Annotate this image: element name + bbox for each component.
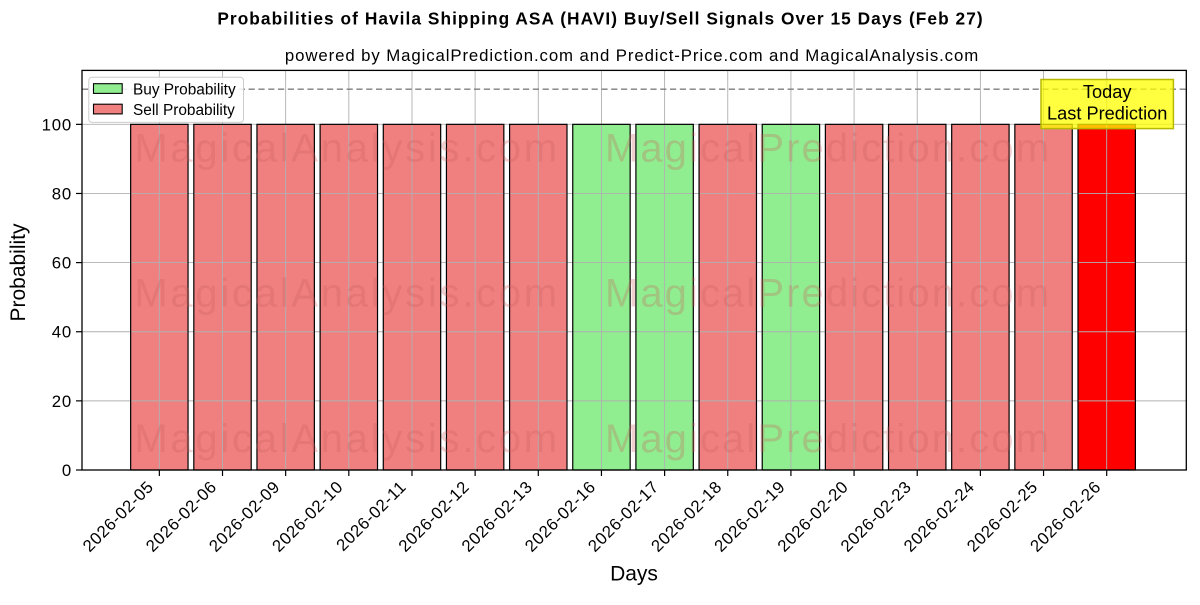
svg-text:100: 100 [42, 115, 72, 134]
svg-text:Probabilities of Havila Shippi: Probabilities of Havila Shipping ASA (HA… [217, 9, 983, 29]
svg-text:80: 80 [52, 184, 72, 203]
svg-text:Today: Today [1083, 82, 1132, 102]
svg-text:MagicalAnalysis.com: MagicalAnalysis.com [134, 272, 560, 316]
svg-text:40: 40 [52, 323, 72, 342]
svg-text:Days: Days [610, 563, 658, 586]
svg-text:MagicalAnalysis.com: MagicalAnalysis.com [134, 127, 560, 171]
svg-text:MagicalPrediction.com: MagicalPrediction.com [605, 127, 1051, 171]
svg-text:MagicalAnalysis.com: MagicalAnalysis.com [134, 417, 560, 461]
svg-text:powered by MagicalPrediction.c: powered by MagicalPrediction.com and Pre… [285, 46, 979, 65]
svg-text:60: 60 [52, 254, 72, 273]
svg-text:MagicalPrediction.com: MagicalPrediction.com [605, 272, 1051, 316]
svg-text:Last Prediction: Last Prediction [1047, 104, 1167, 124]
svg-text:Probability: Probability [7, 223, 30, 322]
svg-text:Sell Probability: Sell Probability [133, 102, 235, 119]
svg-text:20: 20 [52, 392, 72, 411]
svg-text:Buy Probability: Buy Probability [133, 81, 236, 98]
svg-text:MagicalPrediction.com: MagicalPrediction.com [605, 417, 1051, 461]
svg-text:0: 0 [62, 461, 72, 480]
